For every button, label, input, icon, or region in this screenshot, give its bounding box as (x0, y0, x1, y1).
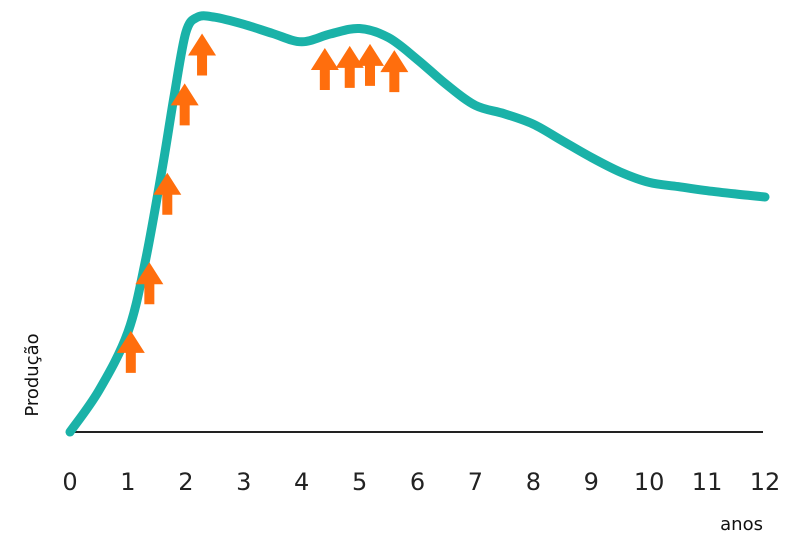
production-line (65, 11, 770, 437)
x-tick-label: 10 (634, 468, 665, 496)
x-tick-label: 2 (178, 468, 193, 496)
up-arrow-icon (116, 330, 145, 373)
x-tick-labels: 0 1 2 3 4 5 6 7 8 9 10 11 12 (62, 468, 780, 496)
up-arrow-icon (380, 50, 409, 93)
x-tick-label: 3 (236, 468, 251, 496)
x-tick-label: 1 (120, 468, 135, 496)
x-tick-label: 8 (526, 468, 541, 496)
x-tick-label: 5 (352, 468, 367, 496)
up-arrow-icon (170, 83, 199, 126)
up-arrow-icon (356, 43, 385, 86)
x-tick-label: 7 (468, 468, 483, 496)
up-arrow-icon (188, 33, 217, 76)
up-arrow-icon (153, 172, 182, 215)
x-tick-label: 0 (62, 468, 77, 496)
up-arrow-icon (335, 45, 364, 88)
x-tick-label: 6 (410, 468, 425, 496)
up-arrow-icon (135, 262, 164, 305)
x-tick-label: 12 (750, 468, 781, 496)
x-axis-label: anos (720, 514, 763, 535)
x-tick-label: 11 (692, 468, 723, 496)
arrow-markers (116, 33, 409, 373)
y-axis-label: Produção (22, 333, 43, 416)
x-tick-label: 4 (294, 468, 309, 496)
x-tick-label: 9 (584, 468, 599, 496)
up-arrow-icon (310, 48, 339, 90)
